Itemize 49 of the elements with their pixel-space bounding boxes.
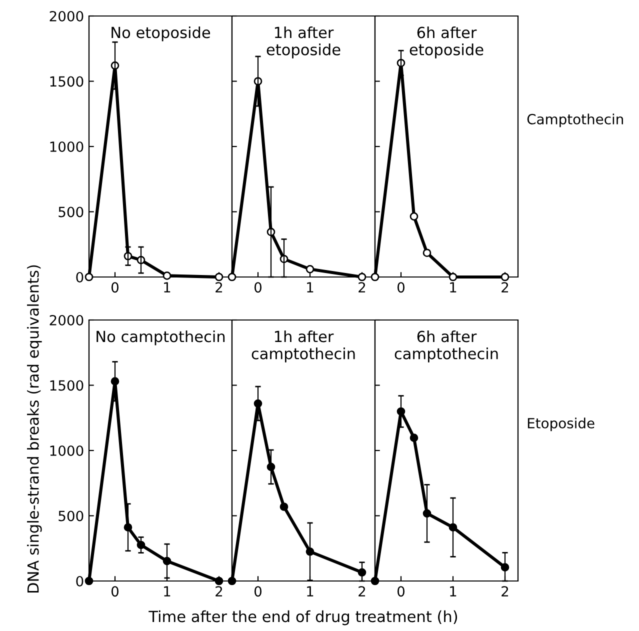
y-tick-label: 500 xyxy=(58,206,84,218)
text: 1h after etoposide xyxy=(266,26,340,58)
y-tick-label: 1500 xyxy=(50,76,84,87)
x-tick-label: 0 xyxy=(397,586,404,597)
x-tick-label: 1 xyxy=(164,282,170,292)
x-tick-label: 2 xyxy=(502,282,508,292)
y-tick-label: 2000 xyxy=(50,314,84,326)
text: Camptothecin xyxy=(527,114,623,128)
point xyxy=(410,212,418,221)
y-tick-label: 1000 xyxy=(50,141,84,152)
point xyxy=(280,502,288,511)
x-axis-title: Time after the end of drug treatment (h) xyxy=(148,610,458,626)
x-tick-label: 1 xyxy=(164,586,170,596)
x-tick-label: 1 xyxy=(450,282,456,292)
point xyxy=(448,272,458,282)
x-tick-label: 0 xyxy=(111,282,118,293)
y-tick-label: 1000 xyxy=(50,445,84,456)
x-tick-label: 0 xyxy=(397,282,404,293)
x-tick-label: 1 xyxy=(450,586,456,596)
point xyxy=(162,272,172,280)
y-tick-label: 1500 xyxy=(50,380,84,391)
text: No camptothecin xyxy=(96,330,225,346)
text: Etoposide xyxy=(528,418,594,432)
x-tick-label: 2 xyxy=(216,282,222,292)
y-tick-label: 2000 xyxy=(50,10,84,22)
x-tick-label: 2 xyxy=(502,586,508,596)
x-tick-label: 0 xyxy=(111,586,118,597)
point xyxy=(422,248,432,258)
text: 1h after camptothecin xyxy=(252,330,355,362)
x-tick-label: 2 xyxy=(358,282,366,292)
text: 6h after etoposide xyxy=(410,26,484,58)
y-tick-label: 0 xyxy=(76,576,84,586)
x-tick-label: 2 xyxy=(358,586,366,596)
point xyxy=(214,272,224,282)
point xyxy=(410,434,418,442)
x-tick-label: 1 xyxy=(307,586,314,596)
x-tick-label: 0 xyxy=(254,586,262,597)
point xyxy=(306,265,314,274)
text: 6h after camptothecin xyxy=(394,330,498,362)
x-tick-label: 0 xyxy=(254,282,262,293)
x-tick-label: 1 xyxy=(307,282,314,292)
point xyxy=(500,272,510,282)
point xyxy=(214,576,224,586)
x-tick-label: 2 xyxy=(216,586,222,596)
y-tick-label: 500 xyxy=(58,510,84,522)
y-tick-label: 0 xyxy=(76,272,84,282)
y-axis-title: DNA single-strand breaks (rad equivalents) xyxy=(27,265,42,592)
text: No etoposide xyxy=(112,26,210,42)
point xyxy=(358,272,366,282)
